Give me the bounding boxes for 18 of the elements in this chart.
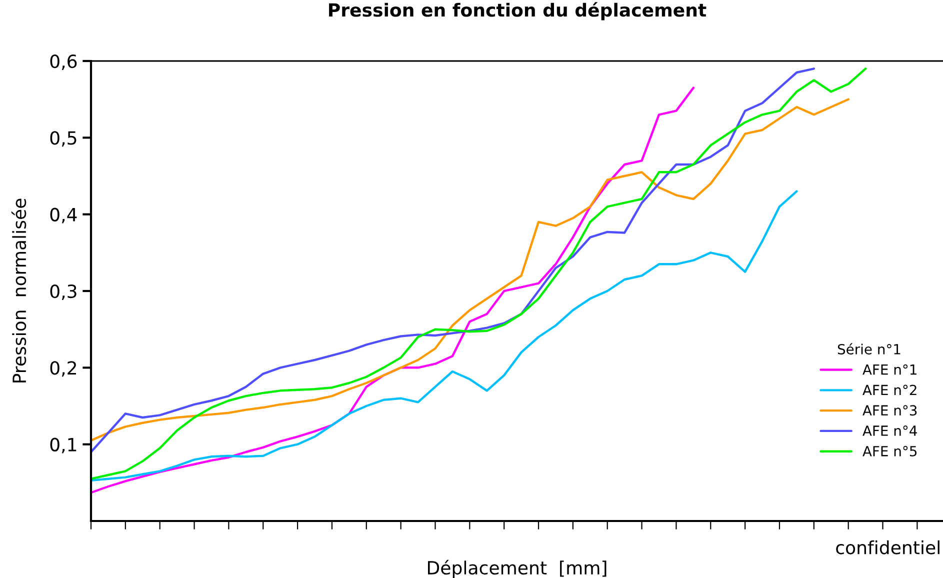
legend-title: Série n°1: [838, 343, 900, 354]
y-tick-label: 0,3: [50, 284, 76, 300]
x-axis-title: Déplacement [mm]: [428, 560, 606, 578]
line-series: [91, 190, 798, 482]
y-tick-label: 0,1: [50, 438, 76, 454]
y-tick-label: 0,2: [50, 361, 76, 377]
line-series: [91, 86, 695, 494]
legend-label: AFE n°5: [862, 446, 917, 456]
legend-label: AFE n°4: [862, 426, 917, 436]
y-tick-label: 0,5: [50, 131, 76, 147]
legend-label: AFE n°2: [862, 384, 916, 396]
text: confidentiel: [836, 540, 940, 554]
y-axis-title: Pression normalisée: [11, 198, 26, 382]
chart-title: Pression en fonction du déplacement: [329, 2, 706, 20]
legend-label: AFE n°3: [862, 405, 917, 416]
y-tick-label: 0,4: [50, 208, 77, 224]
y-tick-label: 0,6: [50, 54, 77, 70]
legend-label: AFE n°1: [862, 364, 916, 375]
